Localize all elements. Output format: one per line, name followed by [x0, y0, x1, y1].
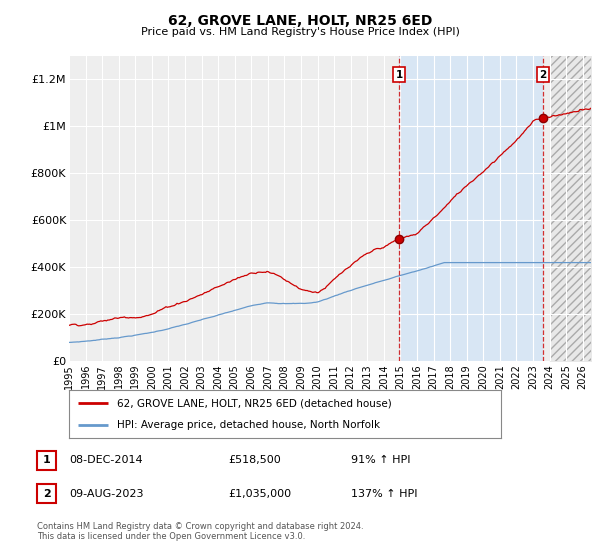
Text: 2: 2	[539, 70, 547, 80]
Text: 1: 1	[43, 455, 50, 465]
Text: 08-DEC-2014: 08-DEC-2014	[69, 455, 143, 465]
Text: 09-AUG-2023: 09-AUG-2023	[69, 489, 143, 499]
Text: HPI: Average price, detached house, North Norfolk: HPI: Average price, detached house, Nort…	[116, 420, 380, 430]
Text: 91% ↑ HPI: 91% ↑ HPI	[351, 455, 410, 465]
Text: Price paid vs. HM Land Registry's House Price Index (HPI): Price paid vs. HM Land Registry's House …	[140, 27, 460, 37]
Text: 137% ↑ HPI: 137% ↑ HPI	[351, 489, 418, 499]
Text: 1: 1	[395, 70, 403, 80]
Text: Contains HM Land Registry data © Crown copyright and database right 2024.
This d: Contains HM Land Registry data © Crown c…	[37, 522, 364, 542]
Text: £518,500: £518,500	[228, 455, 281, 465]
Bar	[399, 56, 543, 361]
Bar	[550, 56, 591, 361]
Text: 62, GROVE LANE, HOLT, NR25 6ED: 62, GROVE LANE, HOLT, NR25 6ED	[168, 14, 432, 28]
Text: 2: 2	[43, 489, 50, 499]
Text: 62, GROVE LANE, HOLT, NR25 6ED (detached house): 62, GROVE LANE, HOLT, NR25 6ED (detached…	[116, 398, 391, 408]
Text: £1,035,000: £1,035,000	[228, 489, 291, 499]
